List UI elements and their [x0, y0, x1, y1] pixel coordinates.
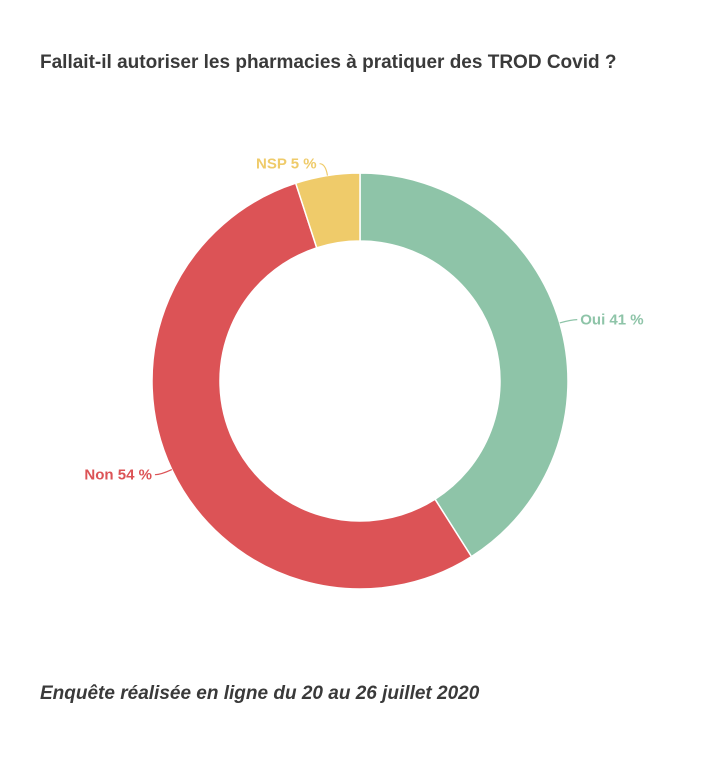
slice-oui [359, 172, 569, 558]
label-nsp: NSP 5 % [256, 156, 317, 173]
donut-slices [151, 172, 569, 590]
slice-non [151, 182, 473, 590]
leader-oui [559, 319, 578, 324]
survey-note: Enquête réalisée en ligne du 20 au 26 ju… [40, 683, 480, 704]
chart-title: Fallait-il autoriser les pharmacies à pr… [40, 52, 617, 73]
slice-labels: Oui 41 % Non 54 % NSP 5 % [84, 156, 643, 484]
label-non: Non 54 % [84, 467, 152, 484]
label-oui: Oui 41 % [580, 312, 643, 329]
label-leaders [154, 163, 578, 476]
leader-non [154, 469, 173, 476]
leader-nsp [319, 163, 329, 176]
slice-nsp [294, 172, 361, 249]
